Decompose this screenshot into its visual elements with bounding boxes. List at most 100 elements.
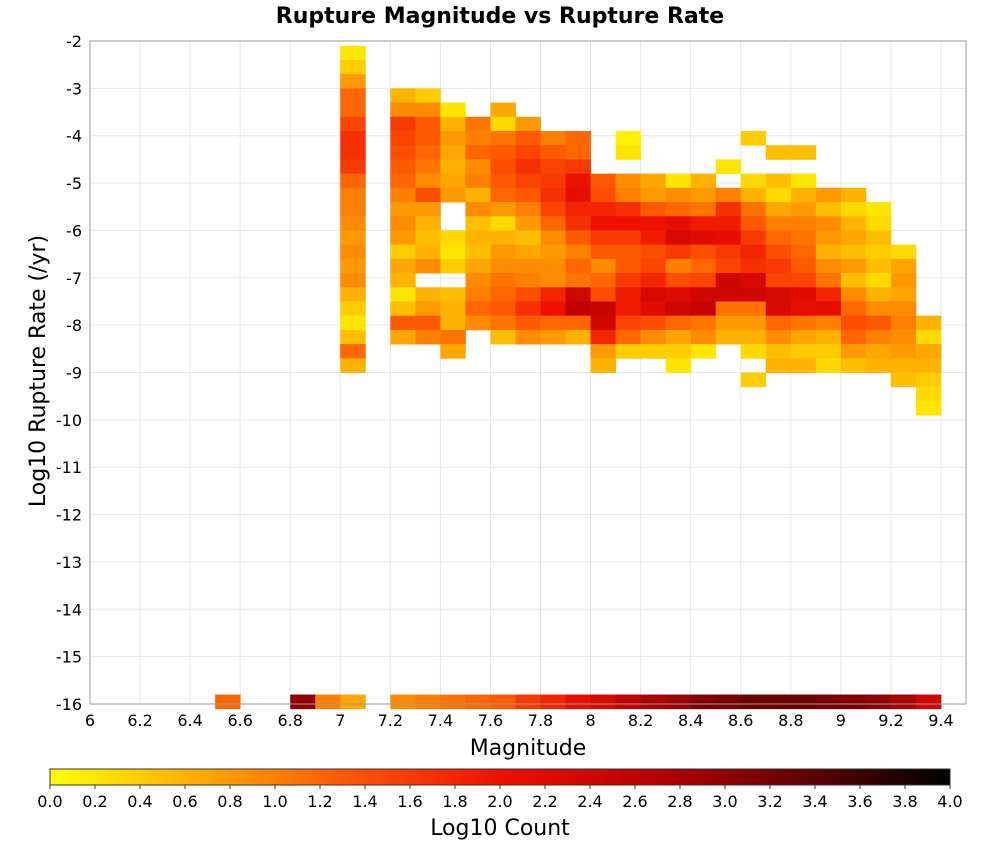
heatmap-cell [465,315,491,331]
heatmap-cell [565,329,591,345]
heatmap-cell [615,273,642,288]
heatmap-cell [815,230,842,246]
heatmap-cell [465,230,491,246]
colorbar-tick-label: 1.4 [352,792,377,811]
heatmap-cell [590,258,616,274]
heatmap-cell [740,230,767,246]
x-tick-label: 6.4 [177,711,202,730]
heatmap-cell [865,216,892,231]
y-tick-label: -9 [66,364,82,383]
heatmap-cell [865,202,892,217]
heatmap-cell [390,244,416,260]
heatmap-cell [390,145,416,160]
heatmap-cell [390,694,416,710]
heatmap-cell [565,216,591,231]
heatmap-cell [615,258,642,274]
colorbar-tick-label: 0.0 [37,792,62,811]
heatmap-cell [515,287,541,302]
heatmap-cell [765,230,792,246]
heatmap-cell [540,694,566,710]
heatmap-cell [765,145,792,160]
heatmap-cell [590,358,616,373]
heatmap-cell [715,301,742,317]
heatmap-cell [490,116,516,132]
y-tick-label: -10 [56,411,82,430]
heatmap-cell [615,130,642,146]
heatmap-cell [340,258,366,274]
heatmap-cell [615,329,642,345]
heatmap-cell [390,88,416,103]
x-tick-label: 8.6 [728,711,753,730]
heatmap-cell [440,230,466,246]
heatmap-cell [340,130,366,146]
x-axis-label: Magnitude [470,736,587,761]
heatmap-cell [815,315,842,331]
heatmap-cell [390,315,416,331]
heatmap-cell [690,216,717,231]
heatmap-cell [415,116,441,132]
x-tick-label: 8.4 [678,711,703,730]
heatmap-cell [740,329,767,345]
heatmap-cell [465,301,491,317]
heatmap-cells [215,45,942,710]
heatmap-cell [640,216,667,231]
heatmap-cell [815,344,842,359]
heatmap-cell [590,187,616,203]
heatmap-cell [340,230,366,246]
heatmap-cell [540,329,566,345]
heatmap-cell [540,301,566,317]
heatmap-cell [390,159,416,174]
heatmap-cell [415,216,441,231]
heatmap-cell [615,145,642,160]
heatmap-cell [915,344,942,359]
heatmap-cell [415,130,441,146]
heatmap-cell [440,329,466,345]
x-tick-label: 6.8 [278,711,303,730]
heatmap-cell [665,358,692,373]
heatmap-cell [690,694,717,710]
y-tick-label: -15 [56,648,82,667]
heatmap-cell [565,159,591,174]
heatmap-cell [440,102,466,118]
heatmap-cell [665,230,692,246]
heatmap-cell [765,187,792,203]
heatmap-cell [640,187,667,203]
heatmap-cell [615,287,642,302]
heatmap-cell [490,145,516,160]
heatmap-cell [715,187,742,203]
heatmap-cell [640,287,667,302]
heatmap-cell [865,301,892,317]
heatmap-cell [790,329,817,345]
heatmap-cell [890,258,917,274]
heatmap-cell [840,273,867,288]
heatmap-cell [890,287,917,302]
heatmap-cell [840,258,867,274]
heatmap-cell [465,258,491,274]
heatmap-cell [715,202,742,217]
heatmap-cell [515,130,541,146]
heatmap-cell [740,130,767,146]
heatmap-cell [790,216,817,231]
heatmap-cell [540,159,566,174]
heatmap-cell [790,358,817,373]
heatmap-cell [740,273,767,288]
heatmap-cell [590,344,616,359]
heatmap-cell [415,301,441,317]
heatmap-cell [465,287,491,302]
y-tick-label: -13 [56,553,82,572]
heatmap-cell [565,258,591,274]
heatmap-cell [690,329,717,345]
heatmap-cell [665,202,692,217]
heatmap-cell [865,329,892,345]
heatmap-cell [740,244,767,260]
heatmap-cell [640,315,667,331]
colorbar-tick-label: 3.6 [847,792,872,811]
heatmap-cell [340,273,366,288]
heatmap-cell [615,244,642,260]
heatmap-cell [865,694,892,710]
heatmap-cell [565,230,591,246]
heatmap-cell [440,287,466,302]
heatmap-cell [340,358,366,373]
heatmap-cell [490,329,516,345]
heatmap-cell [515,173,541,189]
